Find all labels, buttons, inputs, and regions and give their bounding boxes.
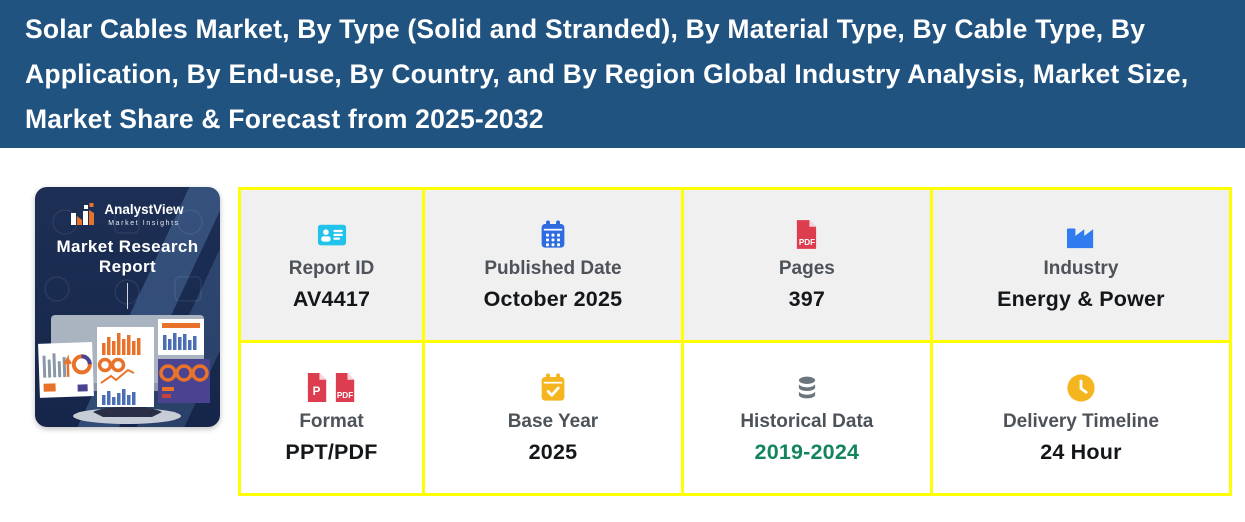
svg-text:PDF: PDF (336, 391, 352, 400)
card-label: Delivery Timeline (1002, 410, 1159, 432)
clock-icon (1066, 372, 1096, 404)
brand-tagline: Market Insights (108, 219, 180, 227)
card-label: Historical Data (740, 410, 874, 432)
info-card-base-year: Base Year 2025 (425, 343, 681, 493)
card-label: Industry (1043, 257, 1119, 279)
cover-divider (126, 282, 129, 309)
info-card-report-id: Report ID AV4417 (241, 190, 423, 340)
card-label: Published Date (484, 257, 622, 279)
analystview-logo-icon (71, 203, 95, 225)
card-value: AV4417 (292, 286, 371, 311)
cover-title: Market Research Report (56, 237, 199, 277)
content-row: AnalystView Market Insights Market Resea… (35, 187, 1232, 496)
info-card-delivery-timeline: Delivery Timeline 24 Hour (932, 343, 1229, 493)
id-card-icon (314, 219, 350, 251)
report-info-grid: Report ID AV4417 (238, 187, 1232, 496)
info-card-pages: PDF Pages 397 (683, 190, 930, 340)
charts-monitor-illustration (38, 315, 210, 424)
card-value: Energy & Power (997, 286, 1165, 311)
calendar-icon (539, 219, 567, 251)
title-banner: Solar Cables Market, By Type (Solid and … (0, 0, 1245, 148)
database-icon (794, 372, 820, 404)
info-card-format: P PDF Format PPT/PDF (241, 343, 423, 493)
svg-text:PDF: PDF (799, 238, 815, 247)
card-value: October 2025 (483, 286, 623, 311)
card-value: PPT/PDF (285, 439, 378, 464)
factory-icon (1065, 219, 1097, 251)
brand-logo: AnalystView Market Insights (35, 203, 220, 227)
card-value: 397 (788, 286, 826, 311)
card-value: 2025 (528, 439, 578, 464)
ppt-pdf-files-icon: P PDF (304, 372, 360, 404)
card-label: Report ID (288, 257, 375, 279)
svg-text:P: P (312, 386, 320, 398)
info-card-published-date: Published Date October 2025 (425, 190, 681, 340)
card-label: Pages (778, 257, 835, 279)
card-value: 24 Hour (1040, 439, 1122, 464)
brand-name: AnalystView (104, 202, 184, 218)
card-label: Format (299, 410, 364, 432)
report-thumbnail: AnalystView Market Insights Market Resea… (35, 187, 220, 427)
card-value: 2019-2024 (754, 439, 860, 464)
calendar-check-icon (539, 372, 567, 404)
info-card-industry: Industry Energy & Power (932, 190, 1229, 340)
card-label: Base Year (507, 410, 599, 432)
pdf-file-icon: PDF (794, 219, 819, 251)
info-card-historical-data: Historical Data 2019-2024 (683, 343, 930, 493)
page-title: Solar Cables Market, By Type (Solid and … (25, 13, 1189, 134)
